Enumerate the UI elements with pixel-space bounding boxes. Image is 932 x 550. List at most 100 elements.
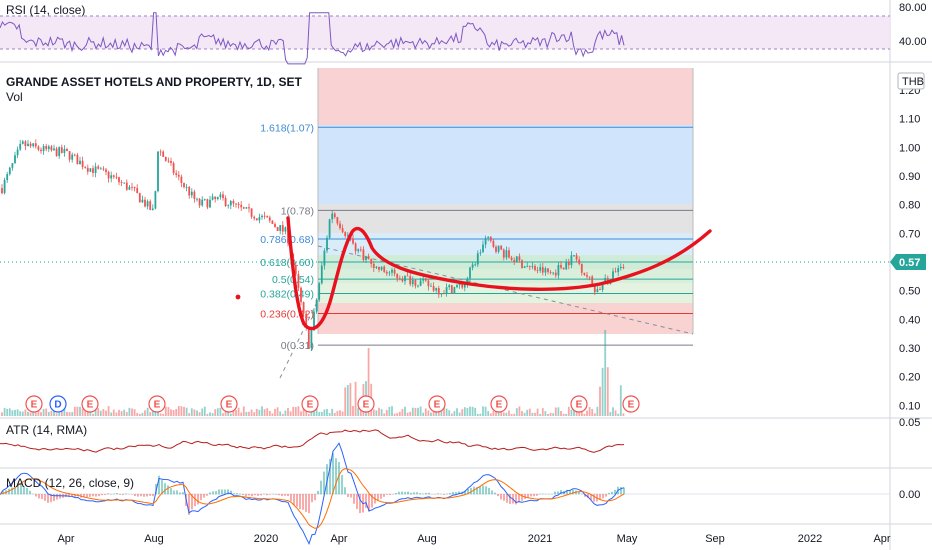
volume-bar-81 (211, 413, 214, 416)
candle-body-130 (339, 223, 341, 229)
rsi-title: RSI (14, close) (6, 3, 85, 17)
volume-bar-73 (190, 408, 193, 416)
volume-bar-126 (328, 413, 331, 416)
volume-bar-48 (125, 412, 128, 416)
candle-body-64 (167, 160, 170, 162)
volume-bar-216 (562, 413, 565, 416)
volume-bar-162 (422, 412, 425, 416)
macd-bar (53, 494, 55, 502)
macd-bar (383, 494, 385, 497)
candle-body-203 (528, 266, 531, 267)
macd-bar (329, 458, 331, 495)
candle-body-107 (279, 225, 282, 231)
macd-bar (107, 493, 109, 495)
candle-body-135 (352, 238, 354, 244)
macd-bar (164, 483, 166, 495)
volume-bar-148 (385, 409, 388, 416)
macd-bar (194, 494, 196, 507)
candle-body-231 (601, 283, 604, 290)
candle-body-41 (107, 171, 110, 179)
volume-bar-110 (287, 407, 289, 416)
macd-pane[interactable]: MACD (12, 26, close, 9) 0.00 (0, 442, 920, 546)
candle-body-31 (81, 160, 84, 167)
candle-body-162 (422, 278, 425, 281)
price-axis[interactable]: 1.201.101.000.900.800.700.600.500.400.30… (899, 85, 920, 412)
time-tick-6: May (617, 533, 638, 545)
candle-body-218 (567, 261, 570, 266)
candle-body-77 (201, 199, 204, 206)
price-tick-3: 0.90 (899, 171, 920, 183)
volume-bar-220 (573, 410, 575, 416)
volume-bar-99 (258, 409, 261, 416)
currency-badge[interactable] (897, 72, 925, 90)
price-tick-4: 0.80 (899, 200, 920, 212)
earnings-marker-label-2: E (87, 400, 94, 411)
rsi-pane[interactable]: RSI (14, close) 80.00 40.00 (0, 2, 927, 65)
fib-zone-236 (318, 303, 693, 334)
macd-bar (23, 486, 25, 495)
fib-label-0: 1.618(1.07) (260, 122, 314, 134)
candle-body-104 (271, 220, 274, 224)
macd-bar (251, 494, 253, 497)
candle-body-100 (261, 215, 263, 218)
volume-bar-130 (339, 410, 341, 416)
macd-bar (404, 491, 406, 495)
volume-bar-192 (500, 410, 503, 416)
candle-body-89 (232, 201, 235, 204)
candle-body-87 (227, 205, 230, 207)
volume-bar-232 (604, 330, 607, 416)
macd-bar (230, 490, 232, 495)
candle-body-217 (565, 261, 568, 270)
atr-pane[interactable]: ATR (14, RMA) 0.05 (0, 417, 920, 453)
candle-body-60 (157, 151, 159, 192)
candle-body-228 (593, 284, 596, 293)
macd-bar (215, 491, 217, 495)
candle-body-216 (562, 267, 565, 270)
trend-line-up[interactable] (279, 299, 319, 379)
candle-body-66 (172, 163, 175, 174)
candle-body-52 (136, 188, 139, 194)
price-tick-1: 1.10 (899, 114, 920, 126)
candle-body-74 (193, 191, 196, 199)
fib-zone-1618 (318, 125, 693, 204)
candle-body-192 (500, 245, 503, 250)
volume-bar-235 (612, 407, 614, 416)
volume-bar-164 (427, 410, 430, 416)
volume-bar-167 (435, 409, 438, 416)
time-axis[interactable]: Apr Aug 2020 Apr Aug 2021 May Sep 2022 Apr (57, 533, 890, 545)
candle-body-161 (419, 280, 422, 286)
macd-bar (464, 490, 466, 495)
candle-body-222 (578, 259, 581, 264)
candle-body-109 (284, 227, 287, 232)
volume-bar-199 (518, 406, 521, 416)
volume-bar-115 (300, 411, 302, 416)
volume-bar-86 (224, 409, 227, 416)
rsi-band (0, 16, 890, 49)
volume-bar-118 (307, 413, 310, 416)
macd-bar (14, 486, 16, 495)
fibonacci-retracement[interactable]: 1.618(1.07)1(0.78)0.786(0.68)0.618(0.60)… (260, 68, 694, 352)
fib-label-3: 0.618(0.60) (260, 257, 314, 269)
volume-bar-75 (196, 410, 198, 416)
candle-body-214 (557, 265, 560, 276)
macd-bar (293, 494, 295, 506)
candle-body-145 (378, 266, 380, 270)
macd-bar (350, 494, 352, 498)
macd-bar (281, 494, 283, 497)
volume-bar-96 (250, 409, 253, 416)
candle-body-118 (307, 327, 310, 349)
time-tick-5: 2021 (528, 533, 552, 545)
candle-body-141 (367, 256, 370, 259)
volume-bar-120 (313, 409, 315, 416)
rsi-line (0, 12, 625, 65)
volume-bar-225 (586, 410, 588, 416)
price-pane[interactable]: 1.618(1.07)1(0.78)0.786(0.68)0.618(0.60)… (0, 68, 926, 416)
macd-bar (266, 494, 268, 496)
trend-line-down[interactable] (317, 245, 694, 335)
hand-drawn-cup-pattern[interactable] (286, 216, 712, 331)
volume-bar-22 (58, 412, 61, 416)
macd-bar (218, 489, 220, 495)
